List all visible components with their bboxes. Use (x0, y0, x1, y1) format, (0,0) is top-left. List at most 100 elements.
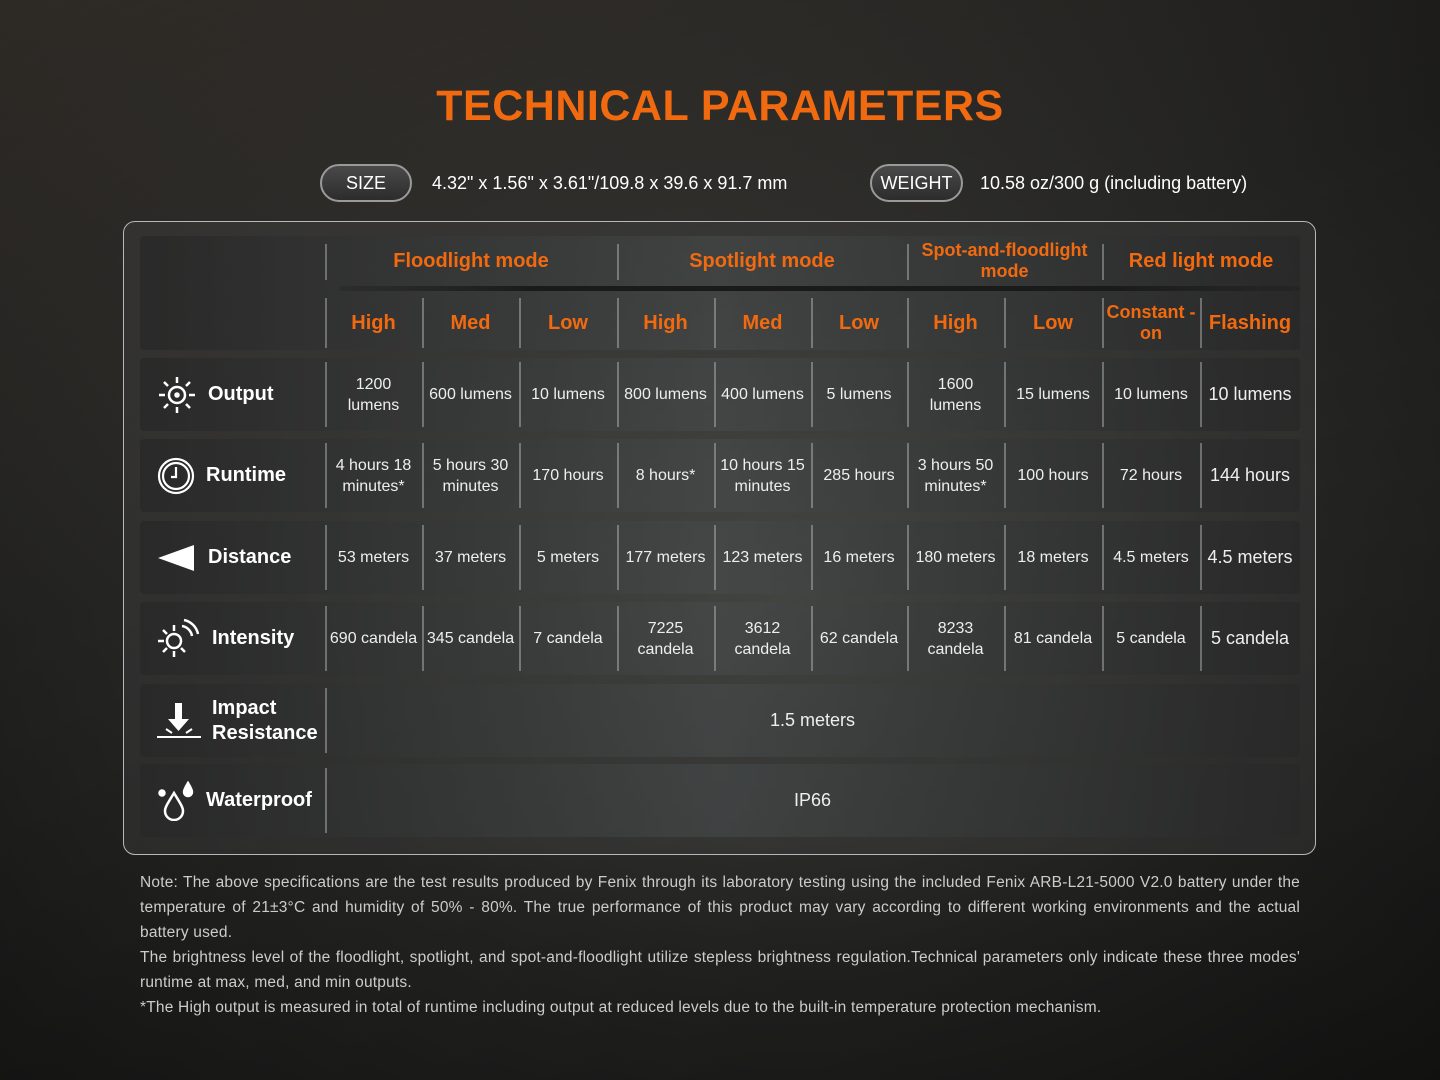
column-separator (325, 244, 327, 280)
level-header: Med (450, 311, 491, 334)
table-row-intensity (140, 602, 1300, 675)
level-header: High (933, 311, 978, 334)
column-separator (422, 443, 424, 508)
column-separator (714, 525, 716, 590)
table-cell: 3 hours 50 minutes* (917, 456, 994, 495)
column-separator (325, 768, 327, 833)
table-cell: 62 candela (819, 630, 899, 647)
table-cell: 5 candela (1210, 628, 1290, 648)
column-separator (325, 298, 327, 348)
table-cell: 144 hours (1209, 465, 1291, 485)
table-cell: 10 lumens (1208, 384, 1292, 404)
table-cell: 10 hours 15 minutes (720, 456, 805, 495)
size-value: 4.32" x 1.56" x 3.61"/109.8 x 39.6 x 91.… (432, 173, 788, 193)
table-cell: 72 hours (1119, 467, 1183, 484)
table-cell: 5 hours 30 minutes (432, 456, 509, 495)
column-separator (1102, 525, 1104, 590)
column-separator (1200, 606, 1202, 671)
weight-badge: WEIGHT (870, 164, 963, 202)
sun-icon (156, 374, 208, 416)
row-label: Distance (156, 521, 324, 594)
row-label-text: Runtime (206, 464, 286, 486)
level-header: High (643, 311, 688, 334)
size-badge: SIZE (320, 164, 412, 202)
column-separator (1102, 298, 1104, 348)
water-drops-icon (156, 780, 206, 821)
beam-icon (156, 543, 208, 573)
table-cell: 285 hours (823, 467, 895, 484)
table-cell: 5 candela (1116, 630, 1186, 647)
row-label: Impact Resistance (156, 684, 324, 757)
table-cell: 4 hours 18 minutes* (335, 456, 412, 495)
table-cell: 4.5 meters (1113, 549, 1189, 566)
column-separator (1004, 362, 1006, 427)
table-cell: 8233 candela (927, 619, 984, 658)
column-separator (325, 525, 327, 590)
level-header: Med (742, 311, 783, 334)
notes: Note: The above specifications are the t… (140, 870, 1300, 1020)
table-row-impact-resistance (140, 684, 1300, 757)
column-separator (1004, 298, 1006, 348)
impact-icon (156, 701, 212, 741)
header-row (140, 236, 1300, 350)
row-label: Waterproof (156, 764, 324, 837)
table-cell: 690 candela (329, 630, 418, 647)
row-label-text: Intensity (212, 627, 295, 649)
column-separator (519, 525, 521, 590)
column-separator (325, 688, 327, 753)
note-2: The brightness level of the floodlight, … (140, 949, 1300, 991)
table-cell: 4.5 meters (1207, 547, 1293, 567)
column-separator (1200, 298, 1202, 348)
column-separator (811, 298, 813, 348)
column-separator (811, 525, 813, 590)
column-separator (907, 606, 909, 671)
intensity-icon (156, 617, 212, 661)
level-header: Flashing (1208, 311, 1292, 334)
column-separator (325, 362, 327, 427)
table-row-runtime (140, 439, 1300, 512)
weight-value: 10.58 oz/300 g (including battery) (980, 173, 1248, 193)
table-row-distance (140, 521, 1300, 594)
column-separator (617, 525, 619, 590)
column-separator (907, 362, 909, 427)
merged-value: 1.5 meters (769, 710, 856, 730)
column-separator (519, 362, 521, 427)
row-label-text: Impact Resistance (212, 696, 318, 744)
column-separator (422, 362, 424, 427)
column-separator (325, 606, 327, 671)
table-cell: 1200 lumens (347, 375, 400, 414)
column-separator (617, 244, 619, 280)
column-separator (907, 525, 909, 590)
column-separator (1102, 362, 1104, 427)
column-separator (811, 606, 813, 671)
column-separator (1004, 525, 1006, 590)
level-header: Low (548, 311, 588, 334)
column-separator (422, 298, 424, 348)
table-cell: 800 lumens (624, 386, 707, 403)
table-row-output (140, 358, 1300, 431)
column-separator (617, 606, 619, 671)
table-cell: 400 lumens (721, 386, 804, 403)
table-cell: 37 meters (434, 549, 507, 566)
table-cell: 16 meters (823, 549, 895, 566)
column-separator (325, 443, 327, 508)
column-separator (1200, 443, 1202, 508)
level-header: Low (1033, 311, 1073, 334)
table-cell: 123 meters (722, 549, 803, 566)
row-label: Runtime (156, 439, 324, 512)
merged-value: IP66 (793, 790, 832, 810)
column-separator (617, 362, 619, 427)
column-separator (1102, 606, 1104, 671)
column-separator (422, 525, 424, 590)
column-separator (811, 362, 813, 427)
column-separator (907, 443, 909, 508)
column-separator (519, 443, 521, 508)
table-cell: 180 meters (915, 549, 996, 566)
table-cell: 18 meters (1017, 549, 1089, 566)
column-separator (519, 298, 521, 348)
header-divider (340, 286, 1300, 291)
table-cell: 15 lumens (1016, 386, 1090, 403)
note-3: *The High output is measured in total of… (140, 999, 1102, 1016)
table-cell: 53 meters (337, 549, 410, 566)
row-label-text: Distance (208, 546, 292, 568)
